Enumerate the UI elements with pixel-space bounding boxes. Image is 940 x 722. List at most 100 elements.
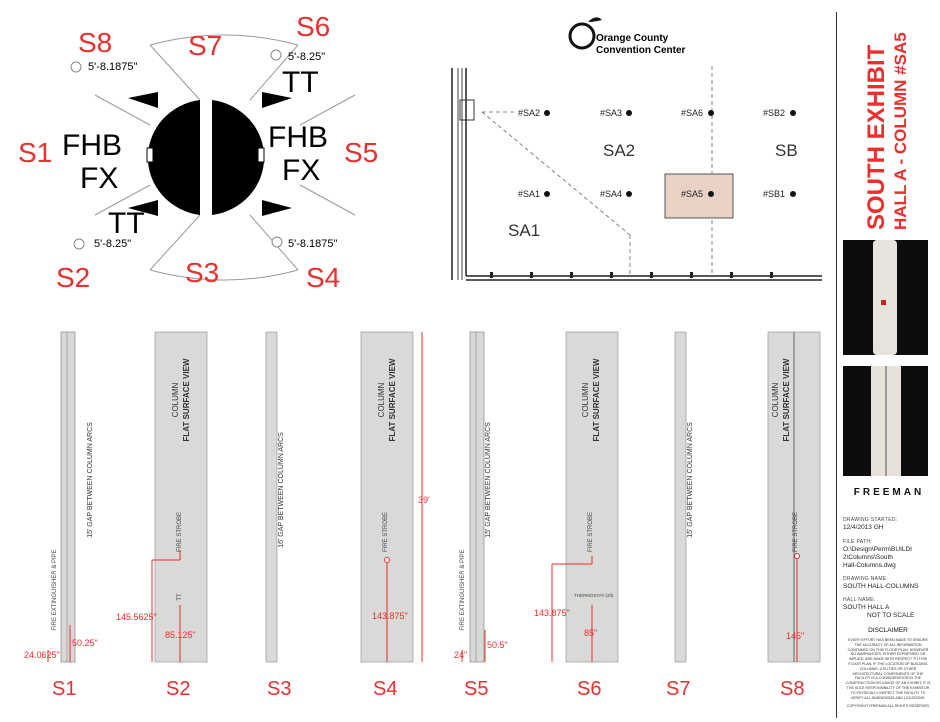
- col-title-s6-1: COLUMN: [581, 382, 590, 417]
- elev-label-s8: S8: [780, 678, 804, 700]
- gap-text-s5: 15' GAP BETWEEN COLUMN ARCS: [485, 422, 492, 538]
- dim-s4-a: 39': [418, 495, 430, 505]
- plan-label-s5: S5: [344, 137, 378, 168]
- strobe-s6: FIRE STROBE: [588, 512, 594, 552]
- info-file-path: FILE PATH: O:\Design\Perm\BUILDI 2\Colum…: [843, 538, 912, 570]
- elev-label-s1: S1: [52, 678, 76, 700]
- column-plan-diagram: S8 S7 S6 S1 S5 S2 S3 S4 FHB FX FHB FX TT…: [18, 11, 378, 293]
- logo-icon: [568, 22, 596, 50]
- ext-s5: FIRE EXTINGUISHER & PIPE: [460, 549, 466, 630]
- label-file-path: FILE PATH:: [843, 539, 872, 545]
- label-drawing-name: DRAWING NAME:: [843, 576, 889, 582]
- map-col-sb2: #SB2: [763, 108, 785, 118]
- info-drawing-started: DRAWING STARTED: 12/4/2013 GH: [843, 516, 897, 532]
- dim-s6-b: 85": [584, 628, 597, 638]
- plan-label-s1: S1: [18, 137, 52, 168]
- tt-s2: TT: [177, 593, 183, 601]
- value-drawing-started: 12/4/2013 GH: [843, 524, 884, 531]
- plan-label-s8: S8: [78, 27, 112, 58]
- col-title-s6-2: FLAT SURFACE VIEW: [592, 358, 601, 441]
- gap-text-s7: 15' GAP BETWEEN COLUMN ARCS: [687, 422, 694, 538]
- tt-top: TT: [282, 66, 319, 99]
- fhb-right: FHB: [268, 121, 328, 154]
- thermo-s6: THERMOSTAT (4ft): [574, 593, 614, 598]
- disclaimer-text: EVERY EFFORT HAS BEEN MADE TO ENSURE THE…: [845, 638, 931, 700]
- brand-logo: FREEMAN: [853, 487, 925, 498]
- info-hall-name: HALL NAME: SOUTH HALL A NOT TO SCALE: [843, 596, 914, 620]
- fx-right: FX: [282, 154, 320, 187]
- title-block: [836, 12, 937, 718]
- map-col-sb1: #SB1: [763, 189, 785, 199]
- title-line2: HALL A - COLUMN #SA5: [891, 32, 910, 230]
- map-col-sa4: #SA4: [600, 189, 622, 199]
- dim-s1-b: 24.0625": [24, 650, 60, 660]
- dim-s4: 5'-8.1875": [288, 238, 338, 250]
- strobe-s2: FIRE STROBE: [177, 512, 183, 552]
- zone-sa2: SA2: [603, 141, 635, 160]
- dim-s5-b: 24": [454, 650, 467, 660]
- col-title-s4-1: COLUMN: [377, 382, 386, 417]
- value-drawing-name: SOUTH HALL-COLUMNS: [843, 583, 919, 590]
- floor-map: Orange County Convention Center #SA2 #SA…: [451, 17, 822, 281]
- sa5-highlight: [664, 173, 734, 219]
- dim-s2-b: 85.125": [165, 630, 196, 640]
- copyright: COPYRIGHT FREEMAN ALL RIGHTS RESERVED: [846, 704, 930, 708]
- dim-s2-a: 145.5625": [116, 612, 157, 622]
- zone-sa1: SA1: [508, 221, 540, 240]
- dim-s8-a: 145": [786, 631, 804, 641]
- elev-label-s7: S7: [666, 678, 690, 700]
- dim-s1-a: 50.25": [72, 638, 98, 648]
- map-col-sa1: #SA1: [518, 189, 540, 199]
- dim-s6-a: 143.875": [534, 608, 570, 618]
- zone-sb: SB: [775, 141, 798, 160]
- ext-s1: FIRE EXTINGUISHER & PIPE: [52, 549, 58, 630]
- fx-left: FX: [80, 162, 118, 195]
- elevations: 15' GAP BETWEEN COLUMN ARCS 16' GAP BETW…: [24, 331, 821, 700]
- col-title-s4-2: FLAT SURFACE VIEW: [388, 358, 397, 441]
- map-col-sa5: #SA5: [681, 189, 703, 199]
- info-drawing-name: DRAWING NAME: SOUTH HALL-COLUMNS: [843, 575, 918, 591]
- plan-label-s7: S7: [188, 30, 222, 61]
- logo-line2: Convention Center: [596, 45, 686, 56]
- fhb-left: FHB: [62, 129, 122, 162]
- label-drawing-started: DRAWING STARTED:: [843, 517, 898, 523]
- column-photo-2: [843, 366, 928, 476]
- col-title-s8-2: FLAT SURFACE VIEW: [782, 358, 791, 441]
- map-col-sa3: #SA3: [600, 108, 622, 118]
- plan-label-s6: S6: [296, 11, 330, 42]
- dim-s6: 5'-8.25": [288, 51, 325, 63]
- value-file-path-2: 2\Columns\South: [843, 554, 893, 561]
- col-title-s2-1: COLUMN: [171, 382, 180, 417]
- label-hall-name: HALL NAME:: [843, 597, 876, 603]
- strobe-s8: FIRE STROBE: [793, 512, 799, 552]
- dim-s2: 5'-8.25": [94, 238, 131, 250]
- map-col-sa2: #SA2: [518, 108, 540, 118]
- title-line1: SOUTH EXHIBIT: [863, 44, 890, 230]
- col-title-s2-2: FLAT SURFACE VIEW: [182, 358, 191, 441]
- plan-label-s4: S4: [306, 262, 340, 293]
- plan-label-s3: S3: [185, 257, 219, 288]
- elev-label-s3: S3: [267, 678, 291, 700]
- value-file-path-1: O:\Design\Perm\BUILDI: [843, 546, 912, 553]
- dim-s8: 5'-8.1875": [88, 61, 138, 73]
- disclaimer-title: DISCLAIMER: [868, 627, 908, 634]
- dim-s4-b: 143.875": [372, 611, 408, 621]
- dim-s5-a: 50.5": [487, 640, 508, 650]
- gap-text-s3: 16' GAP BETWEEN COLUMN ARCS: [278, 432, 285, 548]
- map-col-sa6: #SA6: [681, 108, 703, 118]
- gap-text-s1: 15' GAP BETWEEN COLUMN ARCS: [87, 422, 94, 538]
- value-file-path-3: Hall-Columns.dwg: [843, 562, 896, 569]
- vertical-title: SOUTH EXHIBIT HALL A - COLUMN #SA5: [863, 32, 910, 230]
- strobe-s4: FIRE STROBE: [383, 512, 389, 552]
- elev-label-s4: S4: [373, 678, 397, 700]
- tt-bottom: TT: [108, 207, 145, 240]
- plan-label-s2: S2: [56, 262, 90, 293]
- value-hall-name: SOUTH HALL A: [843, 604, 890, 611]
- elev-label-s6: S6: [577, 678, 601, 700]
- elev-label-s2: S2: [166, 678, 190, 700]
- elev-label-s5: S5: [464, 678, 488, 700]
- logo-line1: Orange County: [596, 33, 669, 44]
- col-title-s8-1: COLUMN: [771, 382, 780, 417]
- column-photo-1: [843, 240, 928, 355]
- value-scale: NOT TO SCALE: [867, 612, 915, 619]
